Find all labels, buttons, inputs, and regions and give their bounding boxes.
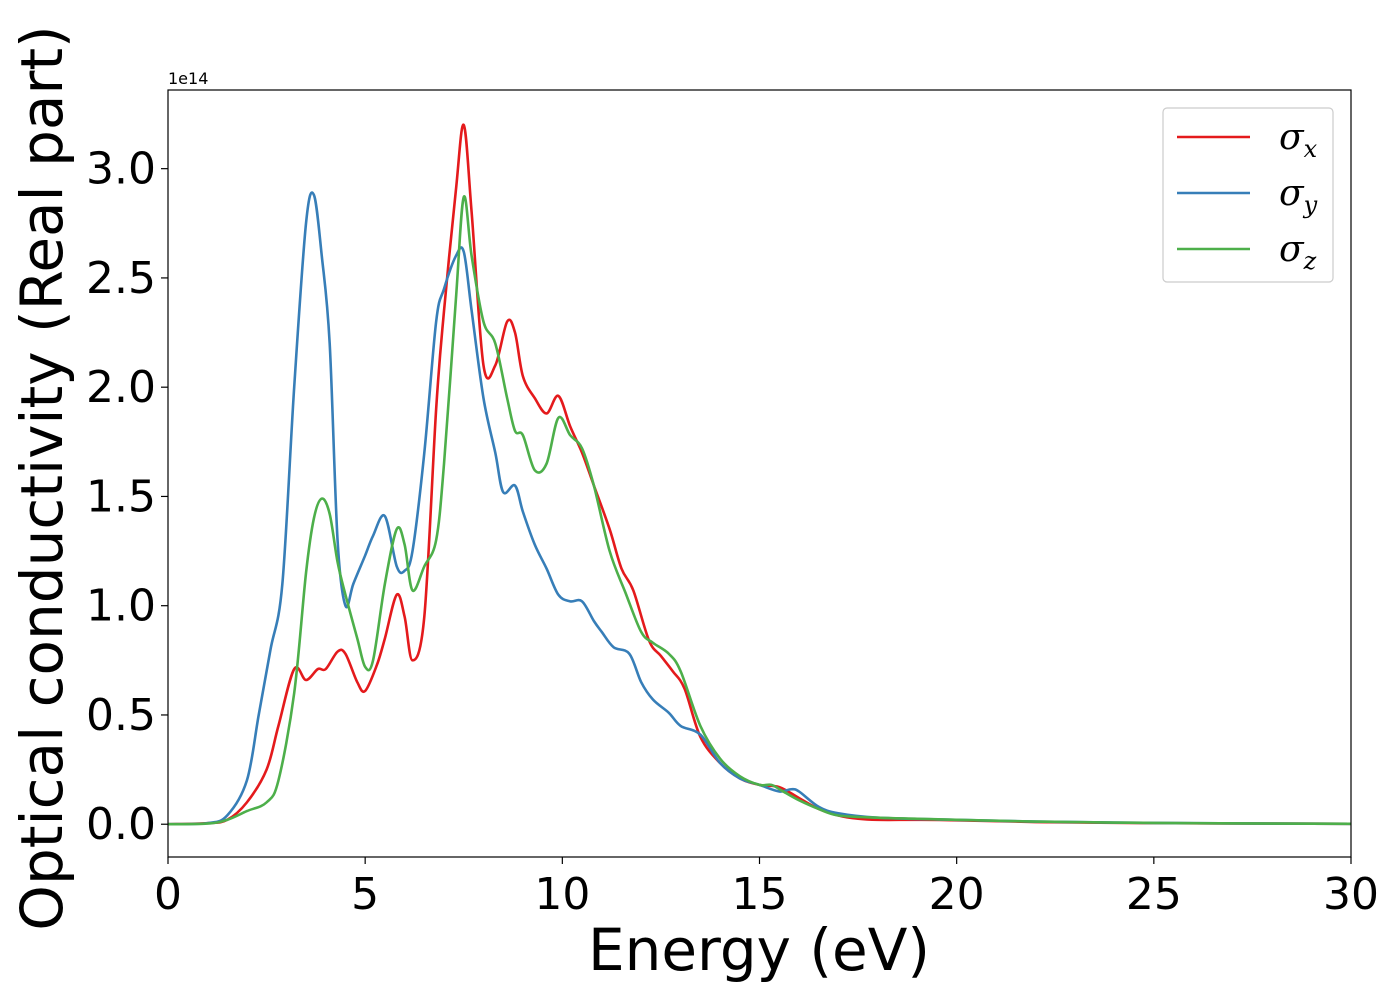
legend-label-y: σy bbox=[1279, 173, 1318, 219]
legend-label-z: σz bbox=[1279, 229, 1317, 275]
series-layer bbox=[168, 123, 1351, 826]
legend: σx σy σz bbox=[1162, 107, 1334, 283]
legend-frame bbox=[1162, 107, 1334, 283]
y-axis-label: Optical conductivity (Real part) bbox=[8, 25, 76, 930]
x-tick-label: 5 bbox=[351, 869, 379, 920]
legend-label-x: σx bbox=[1279, 117, 1318, 163]
y-offset-label: 1e14 bbox=[168, 69, 208, 88]
x-tick-label: 15 bbox=[732, 869, 788, 920]
y-tick-label: 2.0 bbox=[86, 362, 156, 413]
x-tick-label: 25 bbox=[1126, 869, 1182, 920]
y-tick-label: 2.5 bbox=[86, 253, 156, 304]
y-tick-label: 0.0 bbox=[86, 799, 156, 850]
plot-background bbox=[168, 90, 1351, 857]
y-axis: 0.0 0.5 1.0 1.5 2.0 2.5 3.0 bbox=[86, 144, 168, 850]
series-line-z bbox=[168, 195, 1351, 826]
x-tick-label: 20 bbox=[929, 869, 985, 920]
y-tick-label: 1.5 bbox=[86, 471, 156, 522]
y-tick-label: 0.5 bbox=[86, 690, 156, 741]
x-tick-label: 0 bbox=[154, 869, 182, 920]
x-axis: 0 5 10 15 20 25 30 bbox=[154, 857, 1379, 920]
x-tick-label: 10 bbox=[534, 869, 590, 920]
x-tick-label: 30 bbox=[1323, 869, 1379, 920]
y-tick-label: 3.0 bbox=[86, 144, 156, 195]
x-axis-label: Energy (eV) bbox=[588, 916, 930, 984]
y-tick-label: 1.0 bbox=[86, 581, 156, 632]
